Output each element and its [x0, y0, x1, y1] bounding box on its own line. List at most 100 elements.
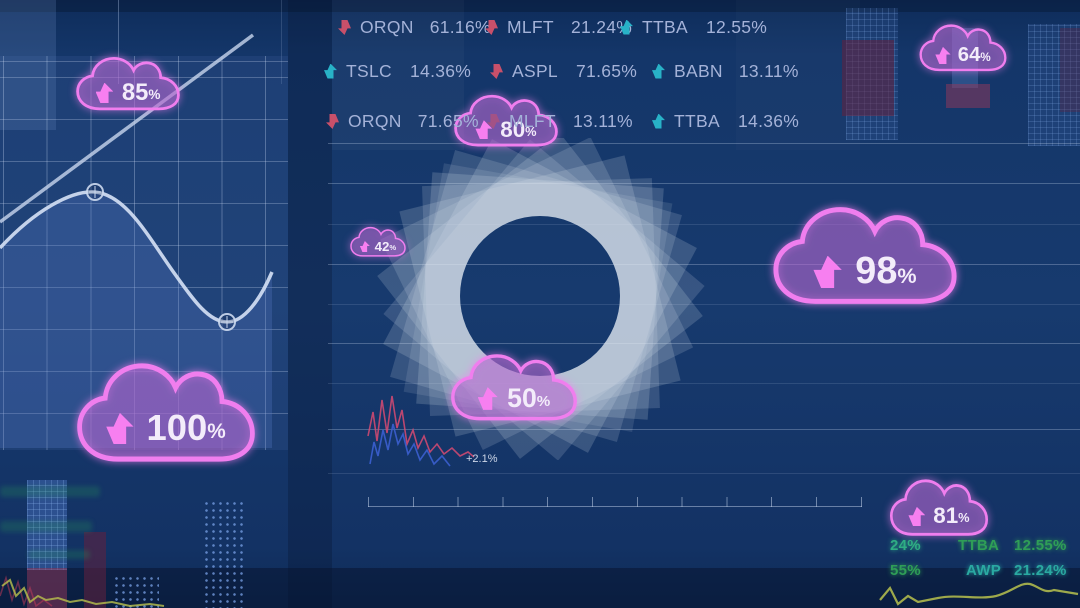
gridline	[328, 143, 1080, 144]
ticker-item: TTBA 12.55%	[620, 16, 767, 38]
olive-wave-left	[0, 575, 165, 608]
column-separator-band	[288, 0, 332, 608]
ticker-symbol: ASPL	[512, 60, 558, 81]
arrow-up-icon	[652, 113, 665, 129]
ticker-symbol: BABN	[674, 60, 723, 81]
ticker-item: BABN 13.11%	[652, 60, 799, 82]
cloud-percent-sign: %	[207, 419, 226, 443]
arrow-down-icon	[338, 20, 351, 35]
ticker-change: 12.55%	[706, 16, 768, 37]
red-bar-small	[946, 84, 990, 108]
top-vertical-line-2	[281, 0, 282, 84]
cloud-percent-value: 98	[855, 249, 898, 292]
ticker-change: 13.11%	[738, 60, 799, 81]
cloud-percent-sign: %	[525, 123, 537, 139]
maroon-bar-bottom	[84, 532, 106, 608]
cloud-percent-value: 64	[957, 44, 981, 67]
faint-ticker-smudge	[0, 521, 92, 532]
ticker-item-green: 55%	[890, 561, 921, 579]
dotted-bar-tall	[203, 500, 246, 608]
gridline	[328, 383, 1080, 384]
gridline	[328, 304, 1080, 305]
ticker-change: 71.65%	[576, 60, 638, 81]
upload-cloud-80: 80%	[450, 90, 562, 154]
arrow-down-icon	[485, 20, 498, 35]
cloud-percent-sign: %	[980, 50, 991, 64]
gridline	[328, 264, 1080, 265]
gridline	[328, 183, 1080, 184]
ticker-change: 21.24%	[571, 16, 633, 37]
upload-cloud-85: 85%	[72, 52, 184, 118]
gridline	[328, 429, 1080, 430]
ticker-value: 24%	[890, 536, 921, 554]
upload-cloud-64: 64%	[916, 20, 1010, 78]
ticker-change: 71.65%	[417, 110, 479, 131]
cloud-percent-value: 42	[374, 239, 390, 255]
upload-arrow-icon	[106, 412, 134, 445]
upload-arrow-icon	[95, 82, 114, 104]
upload-cloud-100: 100%	[70, 354, 262, 476]
ticker-change: 14.36%	[410, 60, 472, 81]
upload-cloud-42: 42%	[348, 224, 408, 261]
upload-cloud-98: 98%	[766, 198, 964, 318]
ticker-item-green: 24%	[890, 536, 921, 554]
top-vertical-line-1	[118, 0, 119, 84]
ticker-symbol: ORQN	[360, 16, 414, 37]
maroon-bar-large	[842, 40, 894, 116]
arrow-down-icon	[326, 114, 339, 129]
ticker-item: ORQN 71.65%	[326, 110, 479, 132]
cloud-percent-sign: %	[536, 392, 551, 410]
ticker-symbol: TTBA	[674, 110, 720, 131]
ticker-value: 55%	[890, 561, 921, 579]
ticker-change: 12.55%	[1014, 536, 1067, 554]
ticker-change: 21.24%	[1014, 561, 1067, 579]
upload-arrow-icon	[908, 506, 926, 526]
cloud-percent-sign: %	[897, 262, 917, 288]
rotated-squares-ring	[377, 138, 705, 460]
ticker-symbol: TTBA	[958, 536, 1000, 554]
upload-arrow-icon	[813, 255, 842, 289]
ticker-change: 14.36%	[738, 110, 800, 131]
ticker-symbol: TTBA	[642, 16, 688, 37]
faint-ticker-smudge	[0, 486, 100, 497]
ticker-change: 61.16%	[429, 16, 491, 37]
cloud-percent-sign: %	[958, 510, 970, 526]
cloud-percent-sign: %	[148, 87, 161, 103]
ticker-item: ASPL 71.65%	[490, 60, 637, 82]
cloud-percent-sign: %	[389, 243, 397, 253]
ticker-item: MLFT 21.24%	[485, 16, 632, 38]
ticker-item-green: AWP	[966, 561, 1001, 579]
cloud-percent-value: 81	[933, 503, 959, 529]
ticker-item: TTBA 14.36%	[652, 110, 799, 132]
ticker-item-green: TTBA	[958, 536, 999, 554]
upload-arrow-icon	[935, 46, 951, 65]
dotted-bar-small	[113, 575, 159, 608]
arrow-up-icon	[620, 19, 633, 35]
arrow-up-icon	[324, 63, 337, 79]
ticker-item: TSLC 14.36%	[324, 60, 471, 82]
gridline	[328, 473, 1080, 474]
ticker-symbol: TSLC	[346, 60, 392, 81]
change-annotation: +2.1%	[466, 453, 498, 465]
ticker-item-green: 21.24%	[1014, 561, 1067, 579]
ticker-item-green: 12.55%	[1014, 536, 1067, 554]
ticker-symbol: MLFT	[507, 16, 554, 37]
upload-arrow-icon	[359, 241, 370, 253]
arrow-down-icon	[487, 114, 500, 129]
cloud-percent-value: 50	[507, 383, 537, 414]
upload-cloud-50: 50%	[446, 348, 582, 430]
texture-column-b	[1028, 24, 1080, 146]
ticker-item: ORQN 61.16%	[338, 16, 491, 38]
cloud-percent-value: 100	[146, 407, 208, 449]
ticker-symbol: MLFT	[509, 110, 556, 131]
candle-bar-blue	[27, 480, 67, 570]
sparkline-chart	[367, 395, 475, 467]
ticker-change: 13.11%	[573, 110, 633, 131]
ticker-item: MLFT 13.11%	[487, 110, 633, 132]
gridline	[328, 343, 1080, 344]
arrow-up-icon	[652, 63, 665, 79]
gridline	[328, 224, 1080, 225]
top-dark-band	[0, 0, 1080, 12]
olive-wave-right	[879, 582, 1079, 606]
